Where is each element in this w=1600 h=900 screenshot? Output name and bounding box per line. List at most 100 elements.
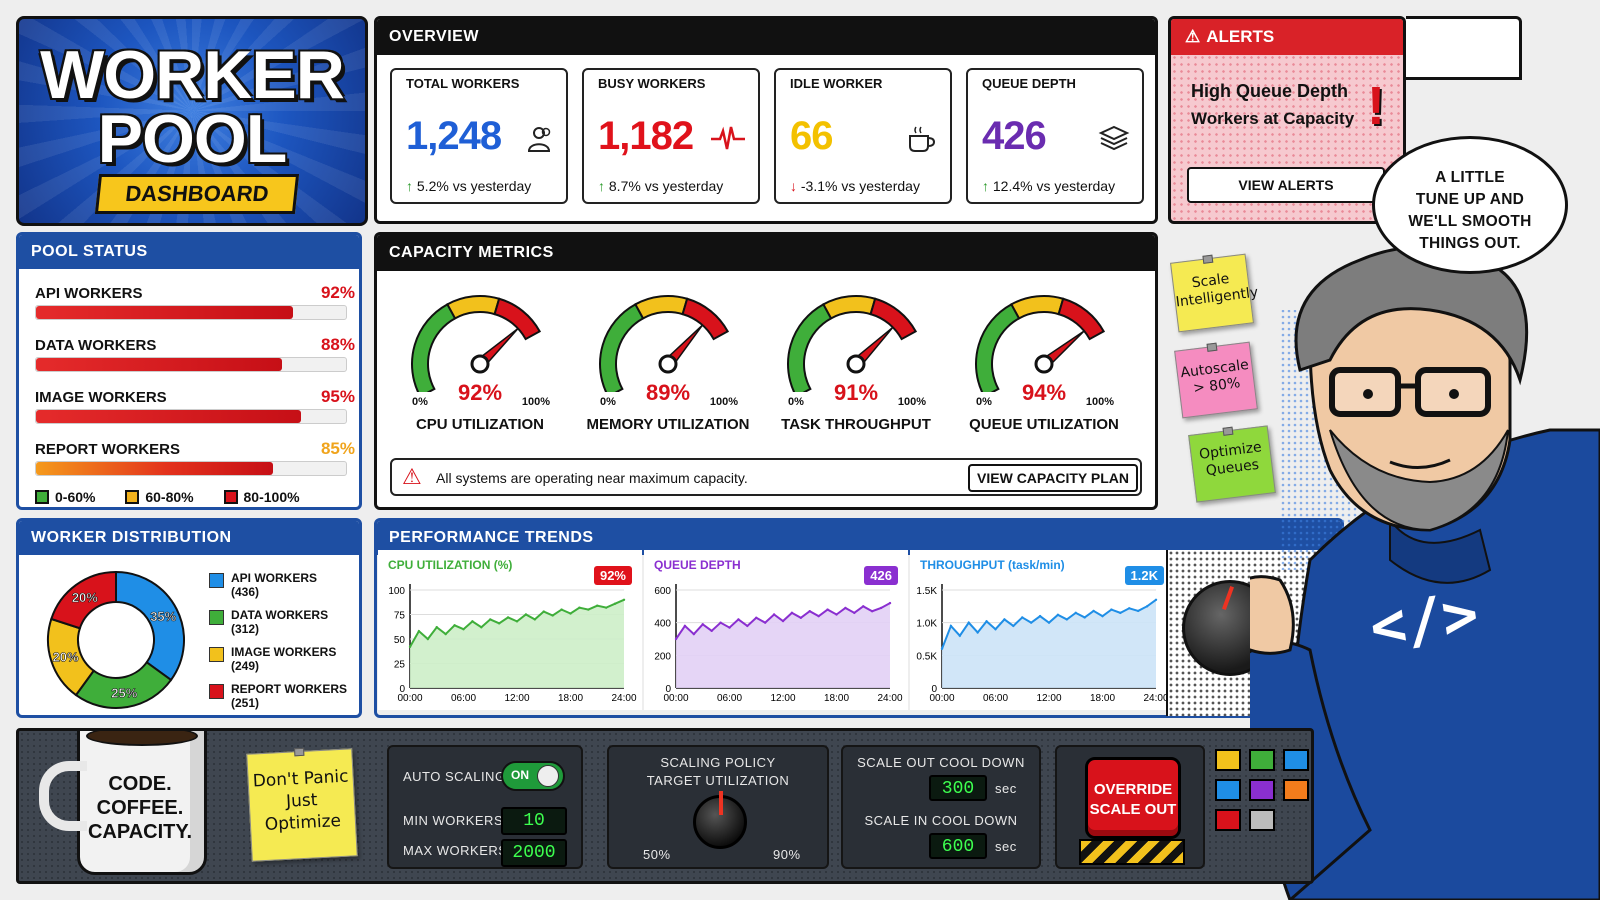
y-tick-label: 0.5K xyxy=(916,651,937,662)
knob-max-label: 90% xyxy=(773,847,801,862)
x-tick-label: 12:00 xyxy=(504,693,529,704)
trend-point xyxy=(1065,618,1069,621)
kpi-card-busy-workers[interactable]: BUSY WORKERS 1,182 ↑ 8.7% vs yesterday xyxy=(582,68,760,204)
yellow-button[interactable] xyxy=(1215,749,1241,771)
title-line-1: WORKER xyxy=(40,37,345,113)
code-symbol-logo: </> xyxy=(1365,578,1483,664)
donut-slice-label: 20% xyxy=(53,649,79,664)
x-tick-label: 12:00 xyxy=(1036,693,1061,704)
max-workers-display[interactable]: 2000 xyxy=(501,839,567,867)
gauge-label: QUEUE UTILIZATION xyxy=(969,416,1119,433)
kpi-card-idle-workers[interactable]: IDLE WORKER 66 ↓ -3.1% vs yesterday xyxy=(774,68,952,204)
trend-point xyxy=(569,612,572,615)
kpi-card-queue-depth[interactable]: QUEUE DEPTH 426 ↑ 12.4% vs yesterday xyxy=(966,68,1144,204)
purple-button[interactable] xyxy=(1249,779,1275,801)
arrow-up-icon: ↑ xyxy=(598,178,605,194)
blue-button[interactable] xyxy=(1283,749,1309,771)
gauge-segment xyxy=(634,295,689,320)
trend-point xyxy=(683,624,687,628)
trend-point xyxy=(426,637,430,641)
gray-button[interactable] xyxy=(1249,809,1275,831)
trend-point xyxy=(444,632,447,636)
target-utilization-label: TARGET UTILIZATION xyxy=(646,773,790,788)
pool-row: REPORT WORKERS 85% xyxy=(35,439,355,476)
auto-scaling-toggle[interactable]: ON xyxy=(501,761,565,791)
gauge-label: TASK THROUGHPUT xyxy=(781,416,931,433)
trend-point xyxy=(471,620,474,623)
trend-point xyxy=(604,606,608,609)
trend-point xyxy=(772,613,776,616)
trend-point xyxy=(1029,621,1033,624)
override-box: OVERRIDE SCALE OUT xyxy=(1055,745,1205,869)
trend-chart-plot: 0 200 400 600 00:00 06:00 12:00 18:00 24:00 xyxy=(654,584,903,704)
trend-point xyxy=(870,610,874,613)
trend-point xyxy=(1003,618,1006,621)
warning-icon: ⚠ xyxy=(402,464,422,489)
gauge-segment xyxy=(681,297,730,341)
donut-slice-label: 25% xyxy=(111,685,137,700)
pool-row-name: REPORT WORKERS xyxy=(35,441,181,458)
trend-point xyxy=(1074,611,1077,615)
gauge-value: 89% xyxy=(645,380,691,405)
mug-line: CAPACITY. xyxy=(87,821,193,843)
trend-point xyxy=(994,628,997,631)
trend-point xyxy=(1145,605,1149,608)
trend-point xyxy=(613,602,617,605)
trend-point xyxy=(728,626,731,629)
overview-header: OVERVIEW xyxy=(377,19,1155,55)
trend-point xyxy=(587,608,590,611)
legend-name: DATA WORKERS xyxy=(231,608,329,622)
distribution-header: WORKER DISTRIBUTION xyxy=(19,521,359,555)
gauge-min-label: 0% xyxy=(412,396,428,408)
pin-icon xyxy=(294,747,305,757)
trend-point xyxy=(808,610,811,613)
trend-point xyxy=(958,634,962,637)
gauge-hub xyxy=(470,354,490,374)
alerts-panel-extension xyxy=(1406,16,1522,80)
trend-point xyxy=(879,606,883,610)
trend-point xyxy=(1092,609,1095,613)
y-tick-label: 1.0K xyxy=(916,619,937,630)
trend-point xyxy=(853,611,856,615)
view-capacity-plan-button[interactable]: VIEW CAPACITY PLAN xyxy=(968,464,1138,492)
red-button[interactable] xyxy=(1215,809,1241,831)
override-scale-out-button[interactable]: OVERRIDE SCALE OUT xyxy=(1085,757,1181,839)
scale-in-display[interactable]: 600 xyxy=(929,833,987,859)
min-workers-display[interactable]: 10 xyxy=(501,807,567,835)
pool-row-percent: 95% xyxy=(320,387,355,406)
engineer-character xyxy=(1250,245,1600,900)
scale-in-unit: sec xyxy=(995,839,1017,854)
trend-point xyxy=(497,622,501,625)
scale-out-display[interactable]: 300 xyxy=(929,775,987,801)
blue-button[interactable] xyxy=(1215,779,1241,801)
trend-point xyxy=(524,613,528,616)
kpi-label: IDLE WORKER xyxy=(790,76,883,91)
pool-row-percent: 88% xyxy=(320,335,355,354)
speech-bubble: A LITTLE TUNE UP AND WE'LL SMOOTH THINGS… xyxy=(1372,136,1568,274)
hazard-stripes xyxy=(1079,839,1185,865)
pool-row: API WORKERS 92% xyxy=(35,283,355,320)
gauge-max-label: 100% xyxy=(897,396,926,408)
orange-button[interactable] xyxy=(1283,779,1309,801)
trend-point xyxy=(560,608,563,611)
gauge-segment xyxy=(975,302,1021,398)
legend-name: IMAGE WORKERS xyxy=(231,645,337,659)
kpi-label: BUSY WORKERS xyxy=(598,76,706,91)
toggle-knob xyxy=(537,765,559,787)
trend-point xyxy=(1056,613,1060,617)
trend-chart-title: CPU UTILIZATION (%) xyxy=(388,558,513,572)
trend-point xyxy=(844,606,847,610)
view-alerts-button[interactable]: VIEW ALERTS xyxy=(1187,167,1385,203)
gauge-segment xyxy=(411,302,457,398)
donut-slice xyxy=(50,570,117,630)
gauge-max-label: 100% xyxy=(1085,396,1114,408)
kpi-card-total-workers[interactable]: TOTAL WORKERS 1,248 ↑ 5.2% vs yesterday xyxy=(390,68,568,204)
legend-swatch xyxy=(35,490,49,504)
gauge-segment xyxy=(822,295,877,320)
pin-icon xyxy=(1222,426,1234,436)
green-button[interactable] xyxy=(1249,749,1275,771)
trend-point xyxy=(1101,614,1104,618)
trend-point xyxy=(737,618,740,621)
trend-chart-badge: 426 xyxy=(864,566,898,585)
trend-point xyxy=(710,629,713,633)
